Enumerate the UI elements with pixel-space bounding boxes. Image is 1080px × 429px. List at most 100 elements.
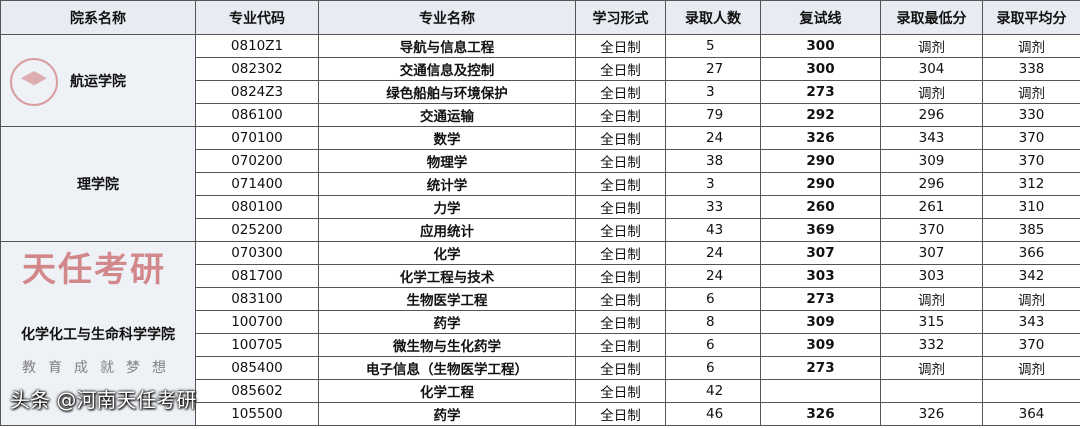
code-cell: 085400	[195, 356, 319, 380]
min-cell: 303	[880, 264, 983, 288]
min-cell: 304	[880, 57, 983, 81]
header-avg-score: 录取平均分	[982, 0, 1080, 35]
major-cell: 药学	[318, 310, 576, 334]
avg-cell: 调剂	[982, 34, 1080, 58]
major-cell: 数学	[318, 126, 576, 150]
avg-cell: 364	[982, 402, 1080, 426]
count-cell: 6	[665, 356, 761, 380]
count-cell: 6	[665, 333, 761, 357]
major-cell: 物理学	[318, 149, 576, 173]
mode-cell: 全日制	[575, 218, 666, 242]
count-cell: 27	[665, 57, 761, 81]
count-cell: 24	[665, 241, 761, 265]
header-study-mode: 学习形式	[575, 0, 666, 35]
count-cell: 6	[665, 287, 761, 311]
code-cell: 0810Z1	[195, 34, 319, 58]
min-cell: 调剂	[880, 80, 983, 104]
table-row: 0824Z3 绿色船舶与环境保护 全日制 3 273 调剂 调剂	[1, 80, 1080, 104]
mode-cell: 全日制	[575, 80, 666, 104]
major-cell: 药学	[318, 402, 576, 426]
table-row: 理学院 070100 数学 全日制 24 326 343 370	[0, 126, 1080, 242]
code-cell: 100705	[195, 333, 319, 357]
major-cell: 生物医学工程	[318, 287, 576, 311]
code-cell: 080100	[195, 195, 319, 219]
major-cell: 交通运输	[318, 103, 576, 127]
line-cell: 307	[760, 241, 881, 265]
min-cell: 370	[880, 218, 983, 242]
line-cell: 309	[760, 333, 881, 357]
college-cell: 化学化工与生命科学学院	[0, 241, 196, 426]
mode-cell: 全日制	[575, 172, 666, 196]
count-cell: 33	[665, 195, 761, 219]
major-cell: 交通信息及控制	[318, 57, 576, 81]
code-cell: 0824Z3	[195, 80, 319, 104]
header-college: 院系名称	[0, 0, 196, 35]
header-major: 专业名称	[318, 0, 576, 35]
major-cell: 绿色船舶与环境保护	[318, 80, 576, 104]
mode-cell: 全日制	[575, 379, 666, 403]
min-cell: 326	[880, 402, 983, 426]
avg-cell: 调剂	[982, 80, 1080, 104]
college-cell: 理学院	[0, 126, 196, 242]
line-cell: 303	[760, 264, 881, 288]
min-cell	[880, 379, 983, 403]
mode-cell: 全日制	[575, 57, 666, 81]
code-cell: 100700	[195, 310, 319, 334]
code-cell: 086100	[195, 103, 319, 127]
major-cell: 力学	[318, 195, 576, 219]
count-cell: 38	[665, 149, 761, 173]
header-retest-line: 复试线	[760, 0, 881, 35]
count-cell: 42	[665, 379, 761, 403]
min-cell: 调剂	[880, 356, 983, 380]
avg-cell: 312	[982, 172, 1080, 196]
mode-cell: 全日制	[575, 103, 666, 127]
min-cell: 343	[880, 126, 983, 150]
min-cell: 调剂	[880, 287, 983, 311]
avg-cell: 370	[982, 149, 1080, 173]
mode-cell: 全日制	[575, 34, 666, 58]
min-cell: 309	[880, 149, 983, 173]
code-cell: 085602	[195, 379, 319, 403]
mode-cell: 全日制	[575, 264, 666, 288]
line-cell: 273	[760, 287, 881, 311]
count-cell: 43	[665, 218, 761, 242]
table-row: 航运学院 0810Z1 导航与信息工程 全日制 5 300 调剂 调剂	[0, 34, 1080, 127]
mode-cell: 全日制	[575, 195, 666, 219]
major-cell: 化学	[318, 241, 576, 265]
major-cell: 微生物与生化药学	[318, 333, 576, 357]
avg-cell: 调剂	[982, 356, 1080, 380]
code-cell: 070300	[195, 241, 319, 265]
major-cell: 电子信息（生物医学工程）	[318, 356, 576, 380]
table-row: 105500 药学 全日制 46 326 326 364	[1, 402, 1080, 426]
mode-cell: 全日制	[575, 126, 666, 150]
code-cell: 070100	[195, 126, 319, 150]
table-body: 航运学院 0810Z1 导航与信息工程 全日制 5 300 调剂 调剂 082302 交通信息及控…	[0, 34, 1080, 426]
count-cell: 3	[665, 172, 761, 196]
mode-cell: 全日制	[575, 241, 666, 265]
header-admitted-count: 录取人数	[665, 0, 761, 35]
mode-cell: 全日制	[575, 310, 666, 334]
code-cell: 105500	[195, 402, 319, 426]
count-cell: 24	[665, 126, 761, 150]
line-cell: 300	[760, 57, 881, 81]
table-row: 085400 电子信息（生物医学工程） 全日制 6 273 调剂 调剂	[1, 356, 1080, 380]
min-cell: 315	[880, 310, 983, 334]
table-row: 086100 交通运输 全日制 79 292 296 330	[1, 103, 1080, 127]
mode-cell: 全日制	[575, 149, 666, 173]
line-cell: 273	[760, 356, 881, 380]
count-cell: 79	[665, 103, 761, 127]
count-cell: 5	[665, 34, 761, 58]
count-cell: 8	[665, 310, 761, 334]
line-cell: 326	[760, 402, 881, 426]
mode-cell: 全日制	[575, 287, 666, 311]
code-cell: 081700	[195, 264, 319, 288]
avg-cell: 310	[982, 195, 1080, 219]
table-row: 085602 化学工程 全日制 42	[1, 379, 1080, 403]
avg-cell	[982, 379, 1080, 403]
header-row: 院系名称 专业代码 专业名称 学习形式 录取人数 复试线 录取最低分 录取平均分	[0, 0, 1080, 35]
avg-cell: 342	[982, 264, 1080, 288]
table-row: 082302 交通信息及控制 全日制 27 300 304 338	[1, 57, 1080, 81]
min-cell: 332	[880, 333, 983, 357]
line-cell: 369	[760, 218, 881, 242]
